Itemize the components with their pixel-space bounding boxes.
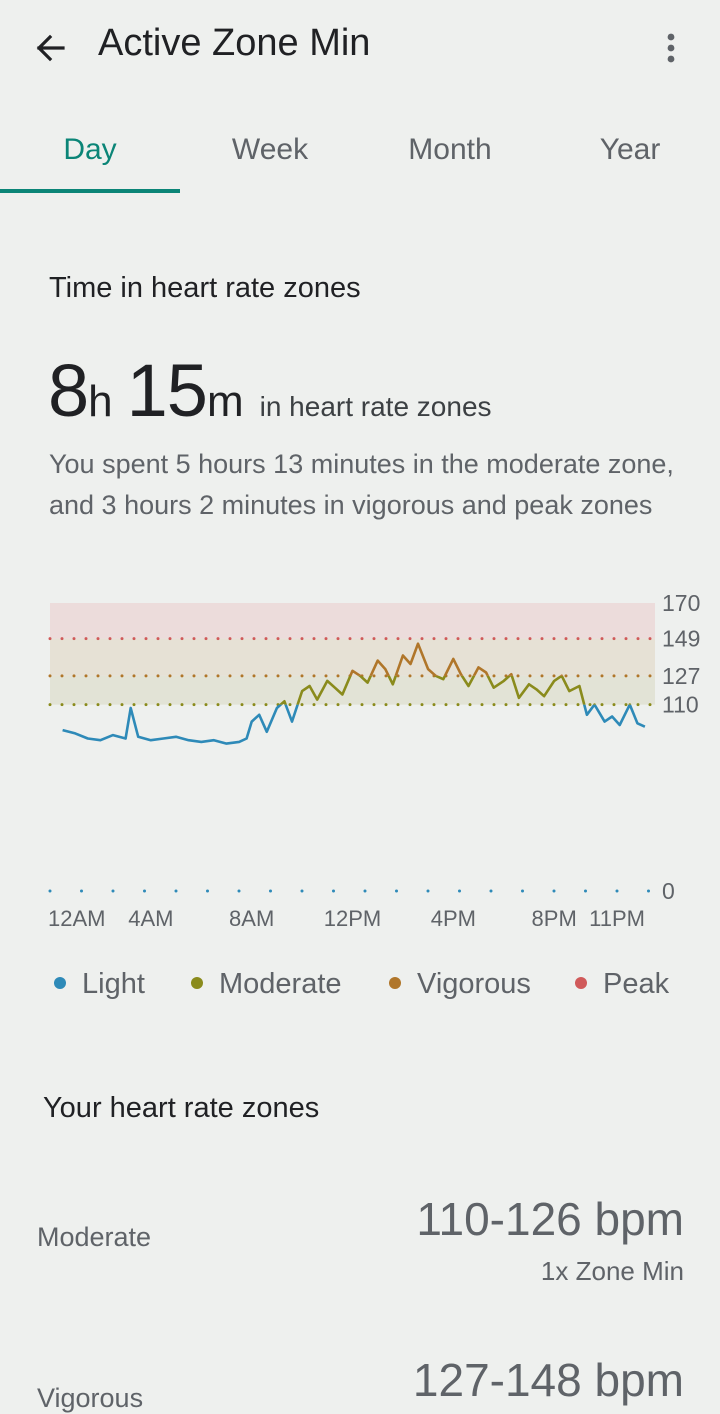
hours-unit: h <box>88 377 113 426</box>
active-tab-indicator <box>0 189 180 193</box>
zone-band-peak <box>50 603 655 639</box>
legend-label: Vigorous <box>417 968 531 1000</box>
tab-week[interactable]: Week <box>231 133 309 166</box>
legend-dot-light <box>54 977 66 990</box>
x-tick-label: 12AM <box>48 906 105 931</box>
legend-dot-moderate <box>191 977 203 990</box>
page-title: Active Zone Min <box>98 22 371 64</box>
legend-label: Peak <box>603 968 670 1000</box>
x-tick-label: 8PM <box>532 906 577 931</box>
chart-legend: Light Moderate Vigorous Peak <box>0 962 720 1006</box>
y-tick-label: 110 <box>662 692 699 718</box>
zone-range: 127-148 bpm <box>412 1354 684 1406</box>
series-line-vigorous <box>348 642 564 676</box>
zone-range: 110-126 bpm <box>416 1193 684 1245</box>
y-tick-label: 149 <box>662 626 700 652</box>
section-title: Time in heart rate zones <box>49 272 361 304</box>
total-minutes: 15 <box>126 349 208 432</box>
tab-day[interactable]: Day <box>63 133 117 166</box>
y-tick-label: 170 <box>662 590 700 616</box>
legend-item-vigorous: Vigorous <box>389 962 531 1006</box>
x-tick-label: 4AM <box>128 906 173 931</box>
zone-multiplier: 1x Zone Min <box>540 1256 684 1286</box>
app-bar: Active Zone Min <box>0 0 720 96</box>
total-suffix: in heart rate zones <box>259 391 492 422</box>
zones-section-title: Your heart rate zones <box>43 1092 320 1124</box>
legend-item-peak: Peak <box>575 962 669 1006</box>
period-tabs: Day Week Month Year <box>0 110 720 194</box>
x-tick-label: 8AM <box>229 906 274 931</box>
more-options-icon[interactable] <box>650 28 690 68</box>
legend-dot-peak <box>575 977 587 990</box>
series-line-light <box>62 704 646 745</box>
total-hours: 8 <box>48 349 89 432</box>
heart-rate-chart[interactable]: 170 149 127 110 0 12AM 4AM 8AM 12PM 4PM 8PM 11PM <box>0 585 720 940</box>
y-tick-label: 127 <box>662 663 700 689</box>
zone-minutes-total: 8h 15m in heart rate zones <box>48 348 492 433</box>
tab-month[interactable]: Month <box>408 133 492 166</box>
series-line-moderate <box>278 675 632 705</box>
legend-item-moderate: Moderate <box>191 962 342 1006</box>
summary-description: You spent 5 hours 13 minutes in the mode… <box>49 449 674 520</box>
back-arrow-icon[interactable] <box>30 28 70 68</box>
minutes-unit: m <box>206 377 244 426</box>
y-tick-label: 0 <box>662 878 675 904</box>
legend-item-light: Light <box>54 962 145 1006</box>
legend-dot-vigorous <box>389 977 401 990</box>
x-tick-label: 11PM <box>589 906 645 931</box>
tab-year[interactable]: Year <box>599 133 661 166</box>
x-tick-label: 4PM <box>431 906 476 931</box>
x-tick-label: 12PM <box>324 906 381 931</box>
zone-name: Vigorous <box>37 1383 144 1413</box>
zone-name: Moderate <box>37 1222 152 1252</box>
legend-label: Moderate <box>219 968 342 1000</box>
legend-label: Light <box>82 968 145 1000</box>
